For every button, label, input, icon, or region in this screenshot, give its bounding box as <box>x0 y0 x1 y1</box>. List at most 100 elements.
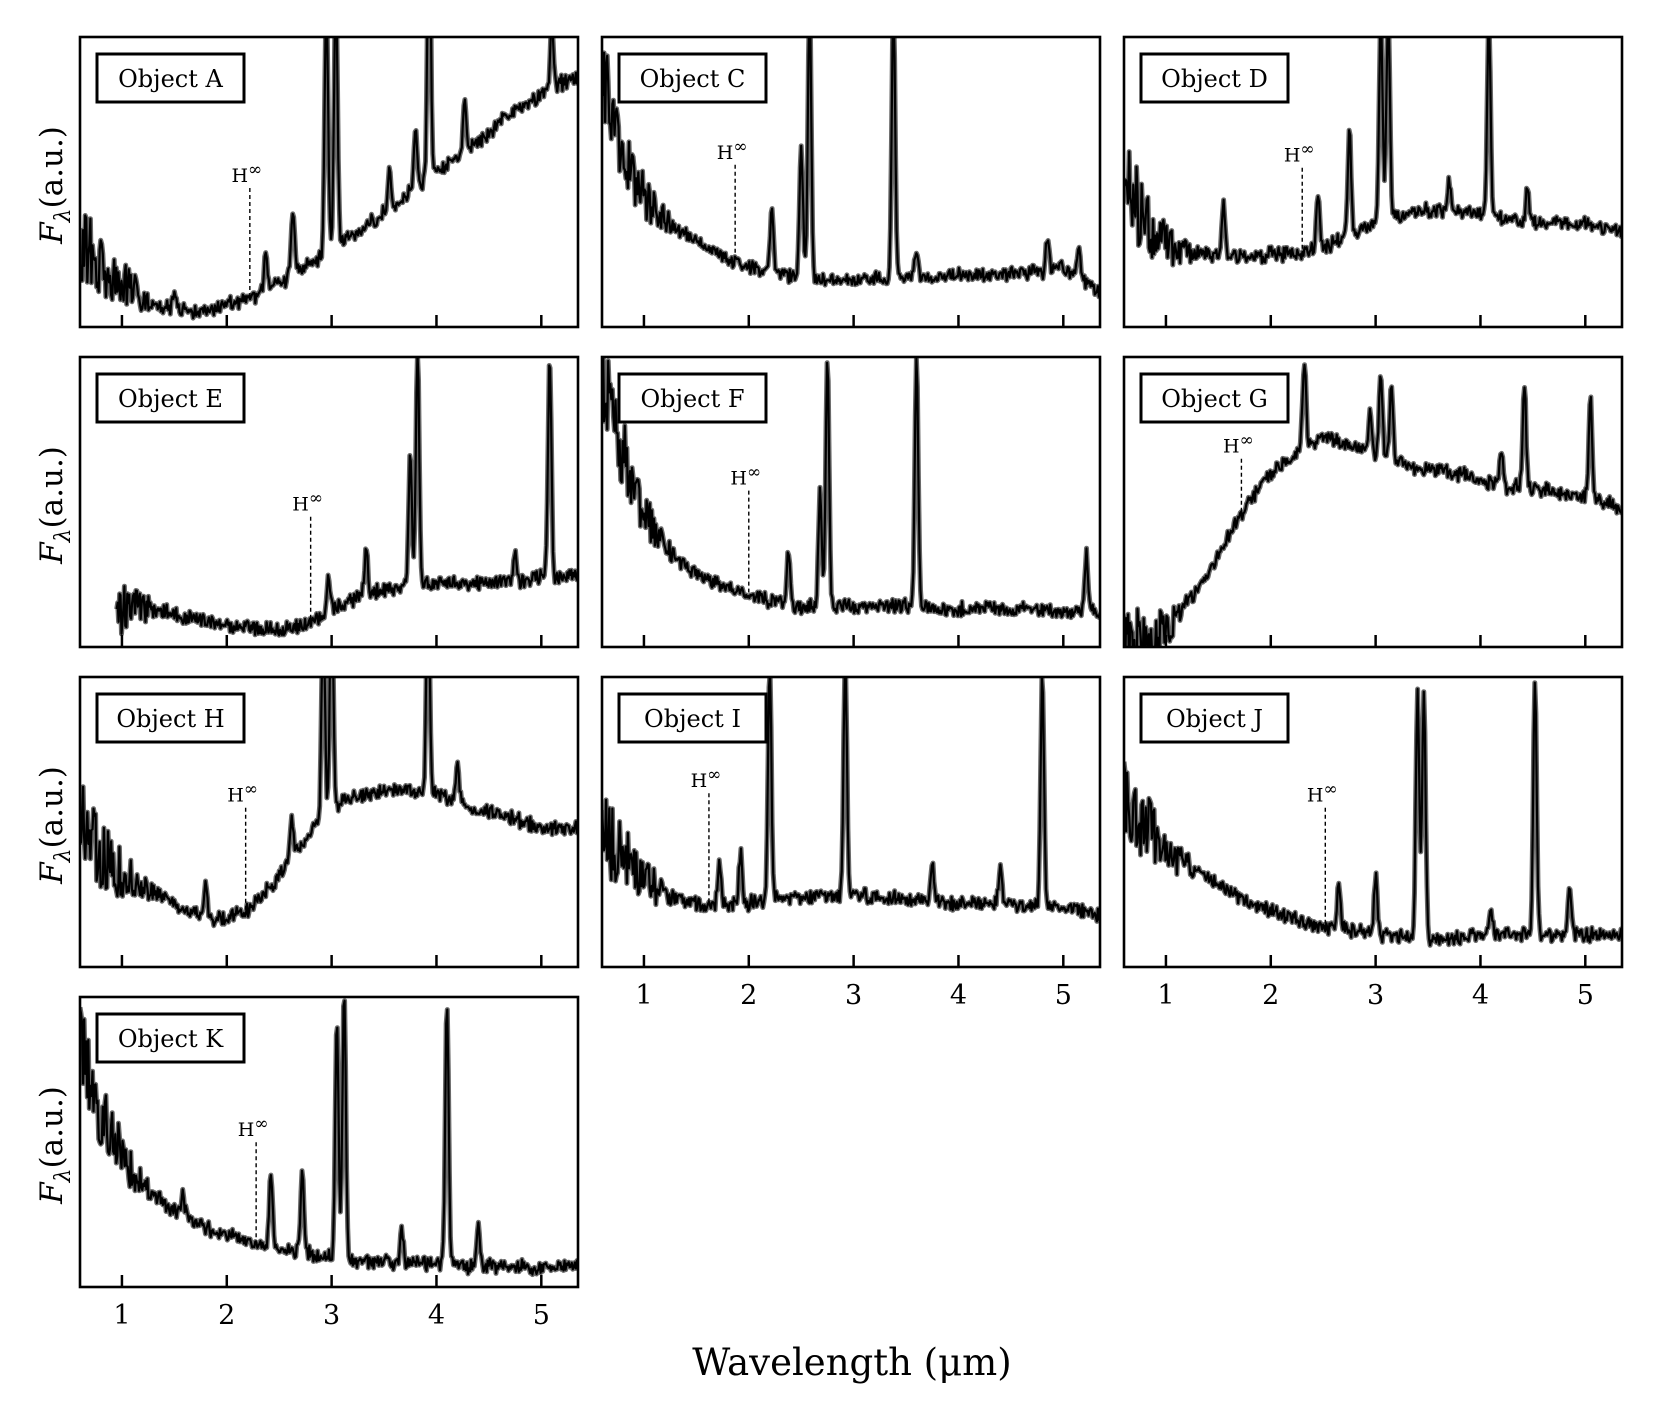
panel-frame <box>600 35 1102 329</box>
x-tick-label: 1 <box>635 980 652 1011</box>
panels-grid: H∞Object AH∞Object CH∞Object DH∞Object E… <box>78 35 1624 1331</box>
spectrum-group <box>114 357 578 638</box>
hinf-label: H∞ <box>238 1114 269 1141</box>
x-tick-label: 3 <box>323 1300 340 1331</box>
panel-frame <box>78 35 580 329</box>
object-name: Object H <box>116 705 224 733</box>
spectrum-group <box>602 37 1100 300</box>
spectrum-group <box>602 357 1100 621</box>
object-name: Object D <box>1161 65 1268 93</box>
object-name: Object A <box>118 65 223 93</box>
ylabel-lambda: λ <box>51 208 76 223</box>
spectrum-group <box>80 677 578 929</box>
hinf-label-h: H <box>292 494 309 516</box>
hinf-label-h: H <box>231 165 248 187</box>
object-name-box <box>617 52 768 104</box>
spectrum-line <box>115 357 578 637</box>
panel-frame <box>78 675 580 969</box>
y-axis-label-row-2: Fλ(a.u.) <box>34 446 76 565</box>
panel-object-d: H∞ Object D <box>1122 35 1624 329</box>
panel-object-g: H∞ Object G <box>1122 355 1624 649</box>
x-tick-label: 4 <box>950 980 967 1011</box>
hinf-label-infinity: ∞ <box>1300 140 1314 160</box>
hinf-label: H∞ <box>691 765 722 792</box>
spectrum-line <box>602 357 1100 619</box>
hinf-label-infinity: ∞ <box>733 137 747 157</box>
panel-object-f: H∞ Object F <box>600 355 1102 649</box>
hinf-label: H∞ <box>1307 780 1338 807</box>
x-tick-label: 3 <box>845 980 862 1011</box>
hinf-label-infinity: ∞ <box>248 160 262 180</box>
spectrum-group <box>602 677 1100 924</box>
spectrum-line <box>1124 37 1622 267</box>
hinf-label-h: H <box>730 468 747 490</box>
ylabel-f: F <box>34 1181 70 1205</box>
panel-frame <box>1122 355 1624 649</box>
object-name-box <box>95 692 246 744</box>
panel-object-a: H∞ Object A <box>78 35 580 329</box>
ylabel-lambda: λ <box>51 1168 76 1183</box>
hinf-label-infinity: ∞ <box>309 489 323 509</box>
hinf-label-h: H <box>227 785 244 807</box>
object-name-box <box>95 1012 246 1064</box>
x-axis-label: Wavelength (μm) <box>692 1341 1011 1384</box>
x-tick-label: 5 <box>1577 980 1594 1011</box>
panel-frame <box>1122 35 1624 329</box>
panel-object-j: H∞ 1 2 3 4 5 Object J <box>1122 675 1624 1011</box>
object-name-box <box>1139 692 1290 744</box>
x-tick-label: 2 <box>1262 980 1279 1011</box>
hinf-label-infinity: ∞ <box>254 1114 268 1134</box>
object-name-box <box>1139 372 1290 424</box>
object-name-box <box>1139 52 1290 104</box>
hinf-label: H∞ <box>1223 431 1254 458</box>
object-name: Object C <box>640 65 746 93</box>
panel-frame <box>600 355 1102 649</box>
object-name: Object K <box>118 1025 224 1053</box>
spectrum-line <box>1124 681 1622 947</box>
hinf-label-h: H <box>1223 436 1240 458</box>
x-tick-label: 2 <box>740 980 757 1011</box>
hinf-label-infinity: ∞ <box>747 463 761 483</box>
object-name: Object G <box>1161 385 1268 413</box>
hinf-label-infinity: ∞ <box>244 780 258 800</box>
x-tick-label: 5 <box>1055 980 1072 1011</box>
spectrum-group <box>80 37 578 321</box>
panel-object-h: H∞ Object H <box>78 675 580 969</box>
y-axis-label-row-4: Fλ(a.u.) <box>34 1086 76 1205</box>
x-tick-label: 1 <box>1157 980 1174 1011</box>
panel-frame <box>78 355 580 649</box>
svg-text:Fλ(a.u.): Fλ(a.u.) <box>34 446 76 565</box>
panel-object-c: H∞ Object C <box>600 35 1102 329</box>
spectrum-line <box>80 37 578 320</box>
hinf-label: H∞ <box>717 137 748 164</box>
x-tick-label: 2 <box>218 1300 235 1331</box>
spectrum-group <box>80 998 578 1278</box>
panel-object-e: H∞ Object E <box>78 355 580 649</box>
spectrum-line <box>80 999 578 1276</box>
ylabel-f: F <box>34 861 70 885</box>
hinf-label-h: H <box>1284 145 1301 167</box>
ylabel-unit: (a.u.) <box>34 446 70 528</box>
object-name-box <box>95 372 246 424</box>
spectrum-error-band <box>602 37 1100 300</box>
hinf-label: H∞ <box>227 780 258 807</box>
hinf-label-infinity: ∞ <box>707 765 721 785</box>
hinf-label-h: H <box>238 1119 255 1141</box>
spectrum-line <box>602 37 1100 298</box>
y-axis-label-row-1: Fλ(a.u.) <box>34 126 76 245</box>
hinf-label-h: H <box>1307 785 1324 807</box>
x-tick-label: 4 <box>1472 980 1489 1011</box>
object-name: Object E <box>118 385 223 413</box>
ylabel-lambda: λ <box>51 528 76 543</box>
svg-text:Fλ(a.u.): Fλ(a.u.) <box>34 1086 76 1205</box>
ylabel-unit: (a.u.) <box>34 766 70 848</box>
x-tick-label: 5 <box>533 1300 550 1331</box>
panel-object-i: H∞ 1 2 3 4 5 Object I <box>600 675 1102 1011</box>
spectrum-group <box>1124 37 1622 268</box>
hinf-label-h: H <box>691 770 708 792</box>
panel-frame <box>78 995 580 1289</box>
spectrum-line <box>1124 363 1622 647</box>
svg-text:Fλ(a.u.): Fλ(a.u.) <box>34 126 76 245</box>
object-name: Object I <box>644 705 741 733</box>
